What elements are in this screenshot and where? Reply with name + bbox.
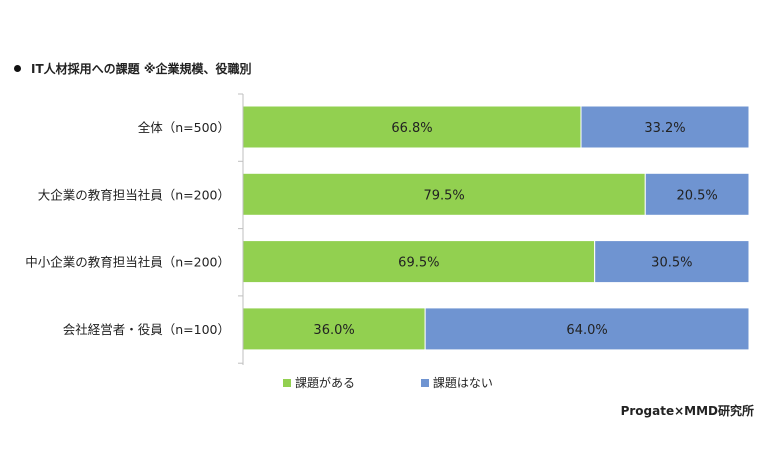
data-label-3-1: 64.0%	[566, 323, 607, 338]
legend-swatch-no-issue	[420, 378, 429, 387]
category-label-2: 中小企業の教育担当社員（n=200）	[25, 255, 230, 270]
bar-segment-2-1	[594, 240, 750, 284]
data-label-1-1: 20.5%	[676, 188, 717, 203]
category-label-0: 全体（n=500）	[138, 120, 230, 135]
data-label-0-0: 66.8%	[391, 121, 432, 136]
data-label-0-1: 33.2%	[644, 121, 685, 136]
data-label-2-1: 30.5%	[651, 256, 692, 271]
legend-label-has-issue: 課題がある	[295, 376, 356, 390]
bar-segment-3-0	[242, 307, 426, 351]
legend-item-no-issue: 課題はない	[420, 374, 493, 391]
data-label-2-0: 69.5%	[398, 256, 439, 271]
source-note: Progate×MMD研究所	[620, 404, 754, 418]
data-label-3-0: 36.0%	[313, 323, 354, 338]
chart-title: IT人材採用への課題 ※企業規模、役職別	[14, 60, 252, 77]
legend-swatch-has-issue	[283, 378, 291, 387]
chart-title-text: IT人材採用への課題 ※企業規模、役職別	[31, 62, 252, 76]
data-label-1-0: 79.5%	[423, 188, 464, 203]
bar-segment-0-1	[580, 105, 750, 149]
legend-item-has-issue: 課題がある	[283, 374, 355, 391]
bar-segment-1-1	[644, 172, 750, 216]
category-label-3: 会社経営者・役員（n=100）	[63, 322, 230, 337]
bar-segment-3-1	[424, 307, 750, 351]
bullet-icon	[14, 65, 21, 72]
bar-segment-1-0	[242, 172, 646, 216]
category-label-1: 大企業の教育担当社員（n=200）	[38, 187, 230, 202]
chart-legend: 課題がある 課題はない	[283, 374, 555, 391]
legend-label-no-issue: 課題はない	[432, 376, 493, 390]
